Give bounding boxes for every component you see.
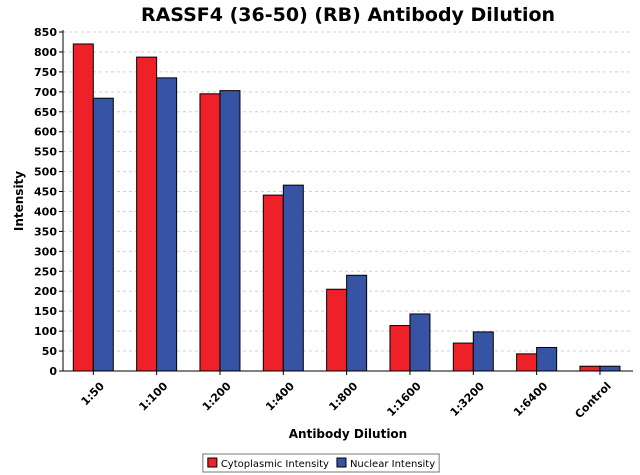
- y-axis-title: Intensity: [12, 171, 26, 231]
- bar-cytoplasmic: [199, 93, 221, 372]
- bar-nuclear: [346, 274, 368, 372]
- x-tick-label: 1:1600: [384, 379, 424, 419]
- bar-cytoplasmic: [262, 194, 284, 372]
- y-tick-label: 500: [34, 166, 57, 179]
- x-tick-label: 1:50: [79, 379, 108, 408]
- x-axis-title: Antibody Dilution: [289, 427, 407, 441]
- x-tick-label: 1:800: [326, 379, 360, 413]
- y-tick-label: 250: [34, 265, 57, 278]
- y-tick-label: 700: [34, 86, 57, 99]
- chart-title: RASSF4 (36-50) (RB) Antibody Dilution: [141, 4, 555, 26]
- y-tick-label: 750: [34, 66, 57, 79]
- bar-nuclear: [536, 346, 558, 372]
- bar-nuclear: [599, 365, 621, 372]
- x-axis-ticks: 1:50 1:100 1:200 1:400 1:800 1:1600 1:3200 1:64…: [79, 371, 614, 421]
- x-tick-label: 1:3200: [448, 379, 488, 419]
- legend-box: [202, 453, 440, 473]
- y-tick-label: 0: [49, 365, 57, 378]
- x-tick-label: 1:200: [200, 379, 234, 413]
- y-tick-label: 450: [34, 186, 57, 199]
- y-tick-label: 600: [34, 126, 57, 139]
- bar-cytoplasmic: [326, 288, 348, 372]
- bar-nuclear: [156, 77, 178, 372]
- bar-cytoplasmic: [579, 365, 601, 372]
- y-tick-label: 300: [34, 245, 57, 258]
- bar-cytoplasmic: [136, 56, 158, 372]
- y-tick-label: 400: [34, 205, 57, 218]
- legend: Cytoplasmic Intensity Nuclear Intensity: [202, 453, 440, 473]
- y-tick-label: 800: [34, 46, 57, 59]
- bar-cytoplasmic: [516, 353, 538, 372]
- bar-nuclear: [219, 90, 241, 372]
- bar-nuclear: [282, 184, 304, 372]
- y-tick-label: 150: [34, 305, 57, 318]
- y-tick-label: 550: [34, 146, 57, 159]
- y-tick-label: 650: [34, 106, 57, 119]
- y-tick-label: 850: [34, 26, 57, 39]
- legend-label: Nuclear Intensity: [350, 459, 435, 470]
- x-tick-label: 1:400: [263, 379, 297, 413]
- y-tick-label: 100: [34, 325, 57, 338]
- bar-cytoplasmic: [389, 325, 411, 372]
- bar-group: [72, 43, 621, 372]
- x-tick-label: 1:100: [136, 379, 170, 413]
- x-tick-label: Control: [572, 380, 613, 421]
- legend-swatch: [207, 457, 218, 468]
- y-axis-ticks: 0 50 100 150 200 250 300 350 400 450 500 550 600 650 7…: [34, 26, 63, 378]
- y-tick-label: 350: [34, 225, 57, 238]
- bar-nuclear: [409, 313, 431, 372]
- bar-cytoplasmic: [72, 43, 94, 372]
- axes: [62, 30, 633, 372]
- bar-nuclear: [472, 331, 494, 372]
- y-tick-label: 50: [42, 345, 58, 358]
- bar-cytoplasmic: [452, 342, 474, 372]
- legend-label: Cytoplasmic Intensity: [221, 459, 329, 470]
- legend-swatch: [336, 457, 347, 468]
- x-tick-label: 1:6400: [511, 379, 551, 419]
- y-tick-label: 200: [34, 285, 57, 298]
- bar-nuclear: [92, 97, 114, 372]
